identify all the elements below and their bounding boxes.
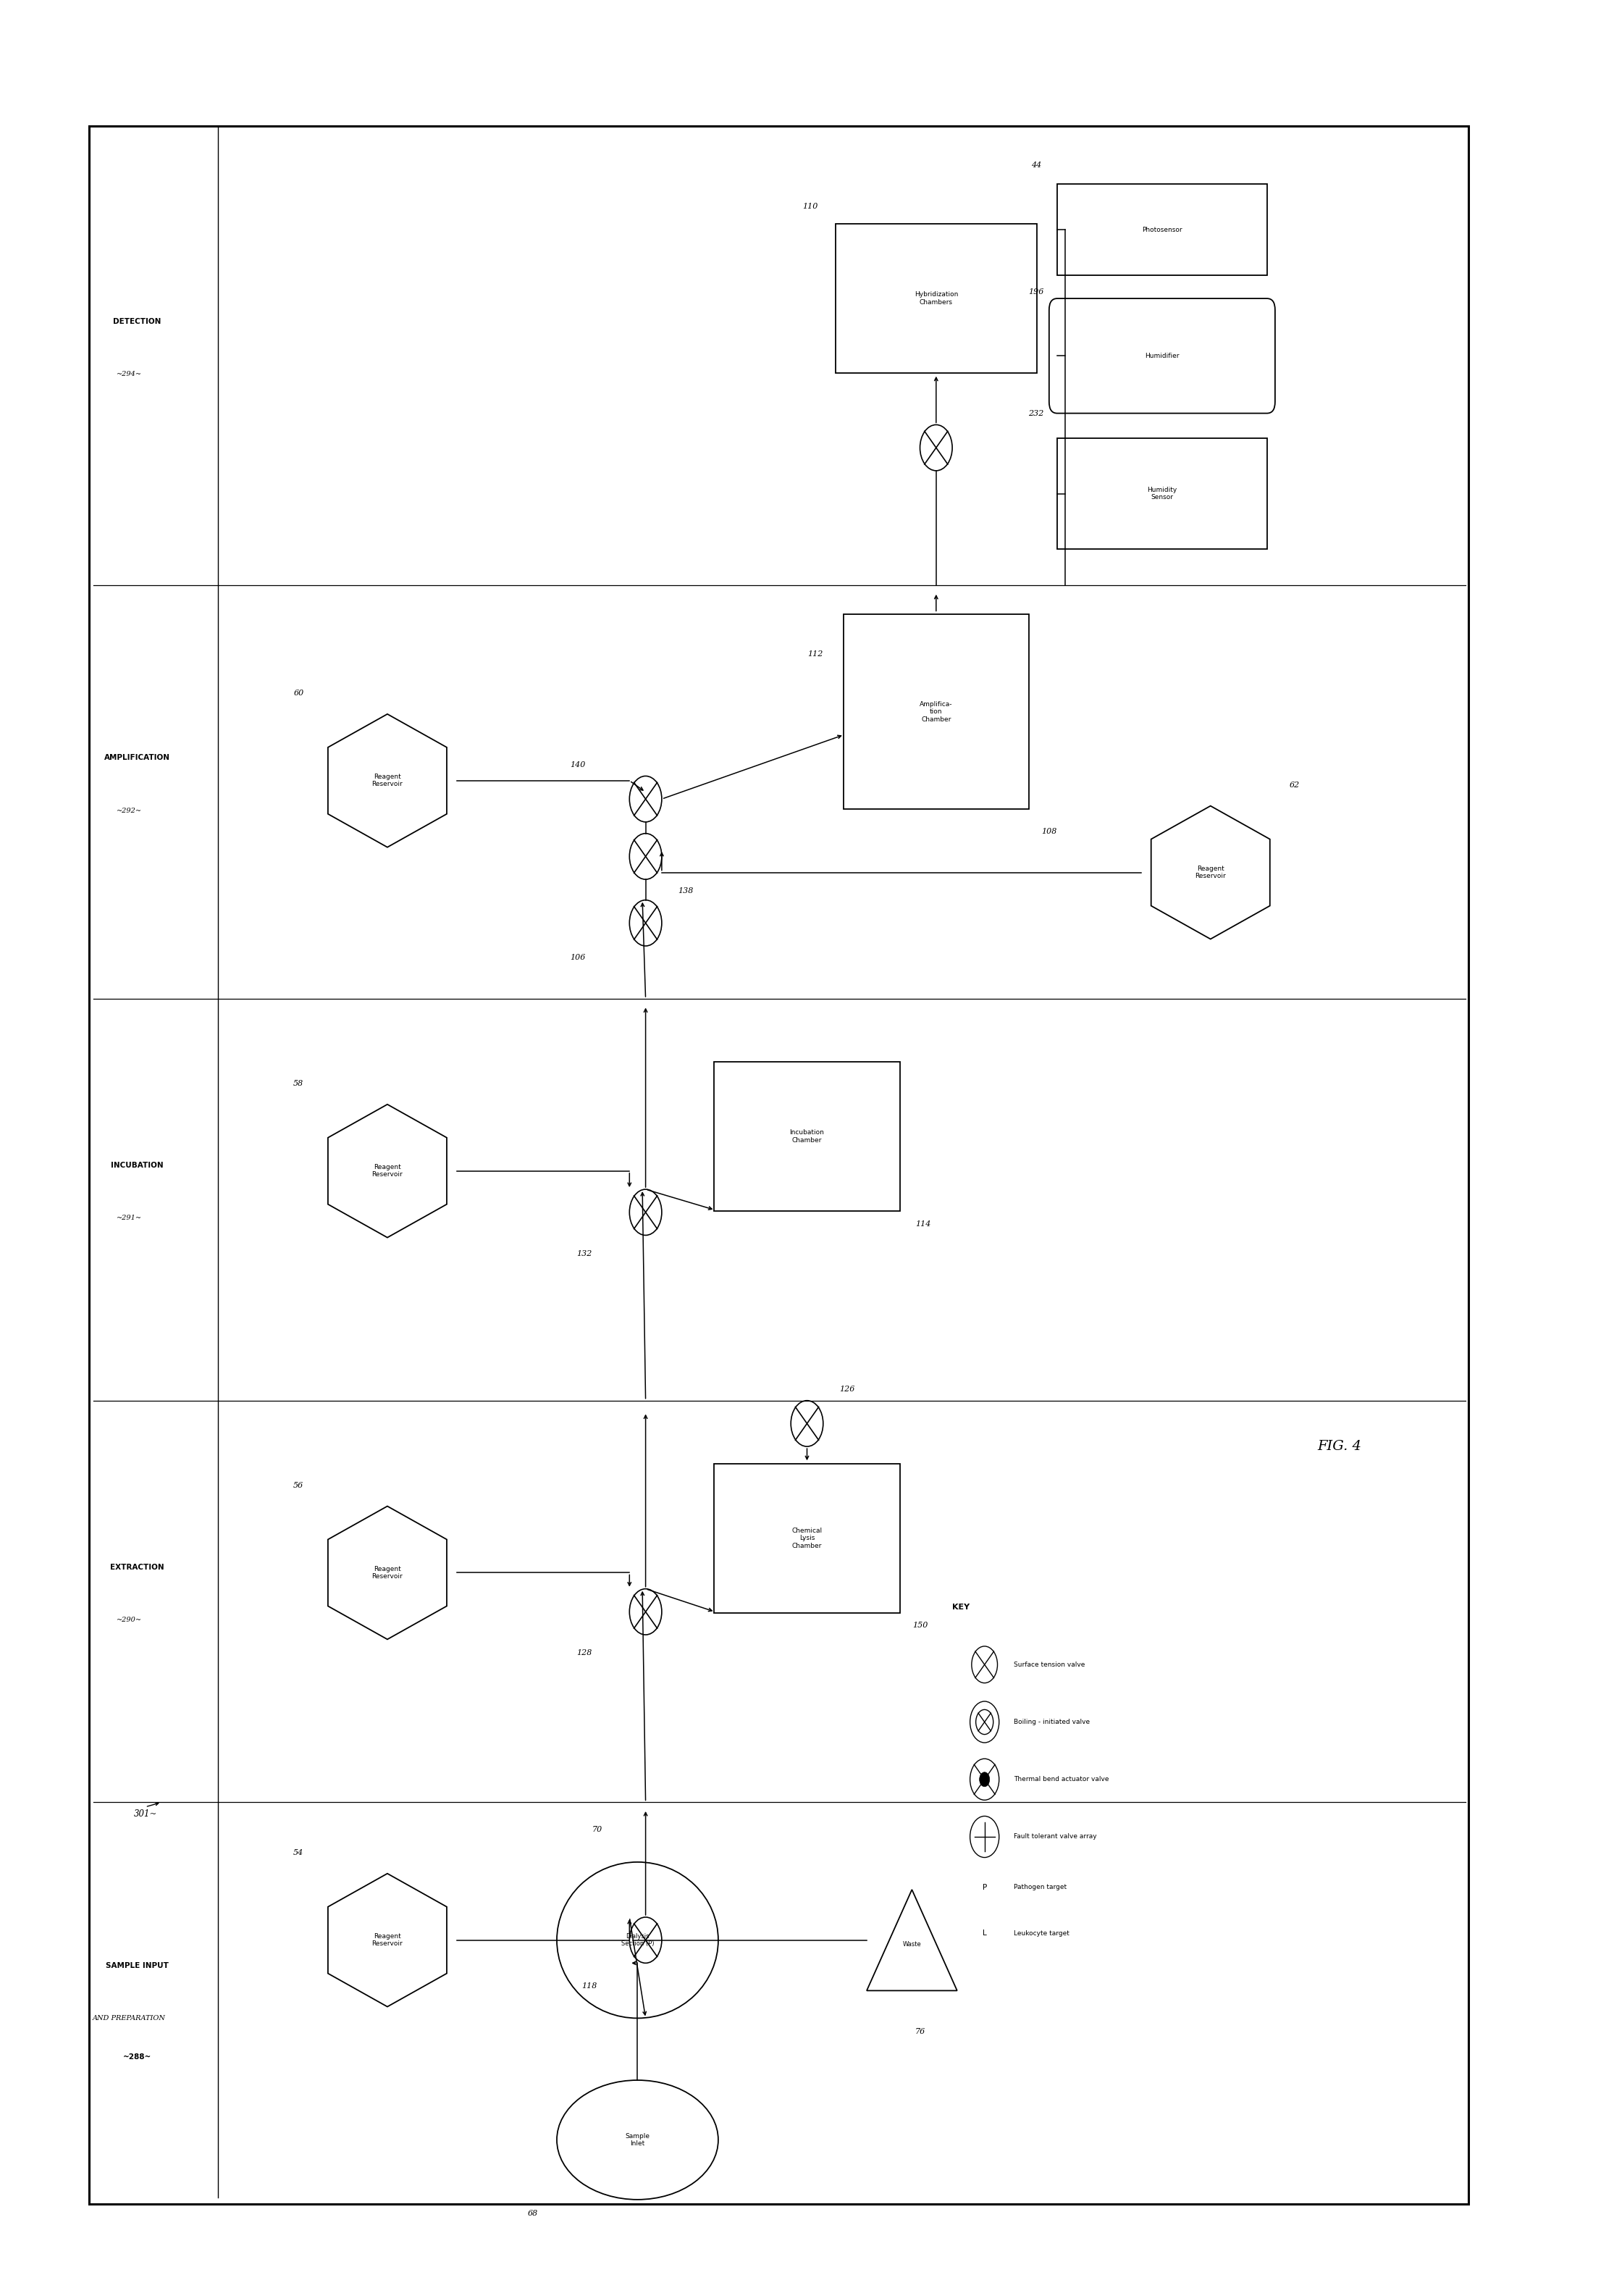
Text: Thermal bend actuator valve: Thermal bend actuator valve [1014,1777,1109,1782]
FancyBboxPatch shape [843,615,1030,810]
Text: 76: 76 [915,2027,925,2037]
Text: 132: 132 [576,1249,592,1258]
Text: 54: 54 [294,1848,303,1857]
Text: 58: 58 [294,1079,303,1088]
Text: 108: 108 [1041,827,1057,836]
FancyBboxPatch shape [1057,184,1267,276]
Text: 138: 138 [678,886,694,895]
Text: Sample
Inlet: Sample Inlet [625,2133,650,2147]
Text: 150: 150 [912,1621,928,1630]
Text: ~290~: ~290~ [116,1616,142,1623]
Text: INCUBATION: INCUBATION [111,1162,163,1169]
Text: 106: 106 [570,953,586,962]
Text: Incubation
Chamber: Incubation Chamber [789,1130,825,1143]
Text: Humidifier: Humidifier [1144,354,1180,358]
FancyBboxPatch shape [89,126,1469,2204]
Text: Leukocyte target: Leukocyte target [1014,1931,1068,1936]
Text: SAMPLE INPUT: SAMPLE INPUT [107,1961,168,1970]
Text: 114: 114 [915,1219,931,1228]
Text: Reagent
Reservoir: Reagent Reservoir [371,1566,404,1580]
Text: 232: 232 [1028,409,1044,418]
Text: EXTRACTION: EXTRACTION [110,1564,165,1570]
Text: P: P [983,1883,986,1892]
Text: Amplifica-
tion
Chamber: Amplifica- tion Chamber [920,700,952,723]
Text: 301~: 301~ [134,1809,157,1818]
Text: Waste: Waste [902,1942,922,1947]
Text: Humidity
Sensor: Humidity Sensor [1148,487,1177,501]
Text: 62: 62 [1290,781,1299,790]
Text: Surface tension valve: Surface tension valve [1014,1662,1085,1667]
Text: AMPLIFICATION: AMPLIFICATION [105,753,169,762]
Text: ~291~: ~291~ [116,1215,142,1221]
Text: Reagent
Reservoir: Reagent Reservoir [371,774,404,788]
Text: 60: 60 [294,689,303,698]
Text: AND PREPARATION: AND PREPARATION [92,2016,166,2020]
Text: 196: 196 [1028,287,1044,296]
Text: Reagent
Reservoir: Reagent Reservoir [1194,866,1227,879]
Circle shape [980,1773,989,1786]
Text: ~294~: ~294~ [116,372,142,377]
Text: ~292~: ~292~ [116,808,142,813]
Text: Reagent
Reservoir: Reagent Reservoir [371,1164,404,1178]
Text: ~288~: ~288~ [123,2053,152,2062]
Text: FIG. 4: FIG. 4 [1317,1440,1362,1453]
FancyBboxPatch shape [713,1465,901,1612]
Text: L: L [983,1929,986,1938]
Text: 68: 68 [528,2209,537,2218]
Text: Dialysis
Section (P): Dialysis Section (P) [621,1933,654,1947]
Text: 56: 56 [294,1481,303,1490]
Text: 118: 118 [581,1981,597,1991]
Text: Chemical
Lysis
Chamber: Chemical Lysis Chamber [792,1527,822,1550]
Text: 110: 110 [802,202,818,211]
Text: 126: 126 [839,1384,855,1394]
Text: 112: 112 [807,650,823,659]
Text: 44: 44 [1031,161,1041,170]
Text: Hybridization
Chambers: Hybridization Chambers [914,292,959,305]
FancyBboxPatch shape [1057,439,1267,549]
FancyBboxPatch shape [836,223,1036,372]
Text: Reagent
Reservoir: Reagent Reservoir [371,1933,404,1947]
Text: Boiling - initiated valve: Boiling - initiated valve [1014,1720,1089,1724]
Text: Pathogen target: Pathogen target [1014,1885,1067,1890]
Text: Fault tolerant valve array: Fault tolerant valve array [1014,1835,1096,1839]
Text: 128: 128 [576,1649,592,1658]
FancyBboxPatch shape [713,1061,901,1212]
Text: 70: 70 [592,1825,602,1835]
Text: KEY: KEY [952,1603,970,1612]
FancyBboxPatch shape [1049,298,1275,413]
Text: Photosensor: Photosensor [1143,227,1181,232]
Text: DETECTION: DETECTION [113,317,161,326]
Text: 140: 140 [570,760,586,769]
